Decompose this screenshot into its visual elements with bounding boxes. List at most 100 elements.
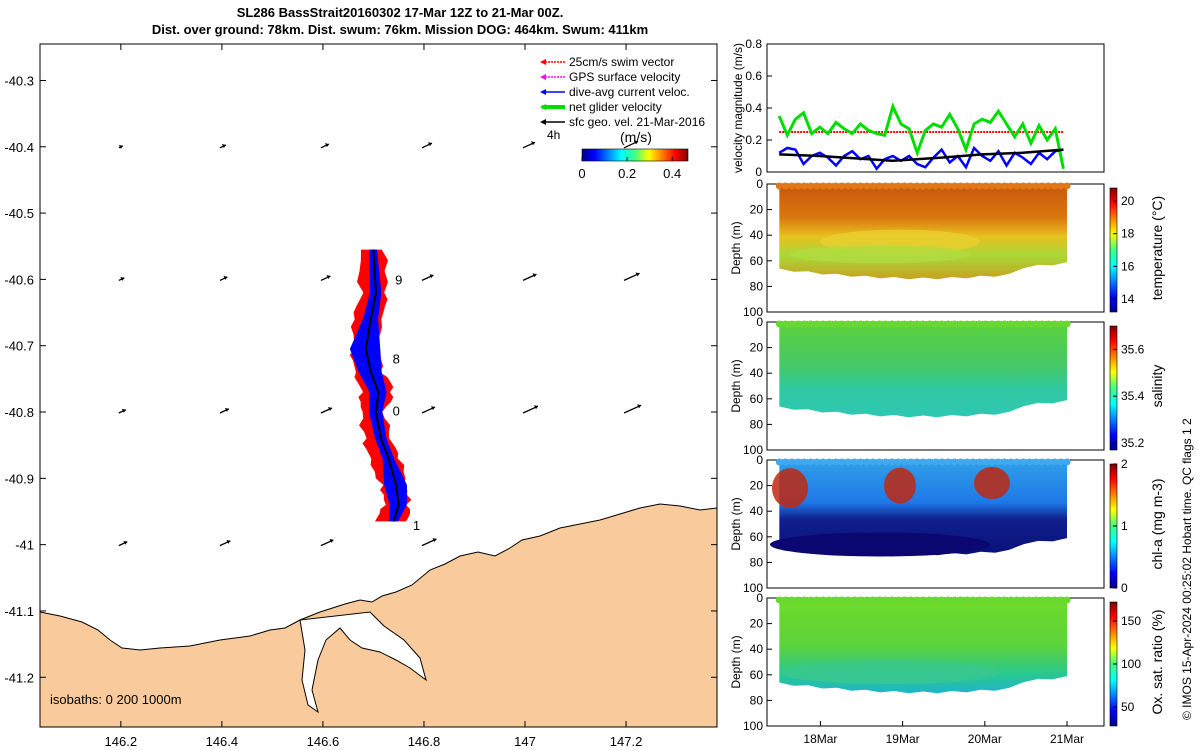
- section-surface-dot: [794, 596, 802, 604]
- section-surface-dot: [944, 596, 952, 604]
- surface-velocity-arrowhead: [532, 273, 537, 278]
- section-surface-dot: [944, 458, 952, 466]
- surface-velocity-arrowhead: [118, 144, 123, 149]
- section-surface-dot: [963, 458, 971, 466]
- section-surface-dot: [1019, 320, 1027, 328]
- section-surface-dot: [825, 458, 833, 466]
- velocity-y-axis-label: velocity magnitude (m/s): [731, 43, 745, 173]
- section-surface-dot: [1051, 596, 1059, 604]
- section-surface-dot: [1057, 458, 1065, 466]
- section-y-tick-label: 100: [743, 443, 763, 457]
- section-colorbar: [1109, 187, 1118, 313]
- section-surface-dot: [988, 320, 996, 328]
- map-x-tick-label: 146.4: [206, 734, 239, 749]
- section-surface-dot: [988, 458, 996, 466]
- section-surface-dot: [1007, 320, 1015, 328]
- surface-velocity-arrowhead: [430, 406, 435, 411]
- isobaths-label: isobaths: 0 200 1000m: [50, 692, 182, 707]
- section-surface-dot: [888, 596, 896, 604]
- chl-max-patch: [772, 468, 808, 509]
- map-y-tick-label: -40.7: [4, 339, 34, 354]
- section-surface-dot: [988, 182, 996, 190]
- section-surface-dot: [925, 596, 933, 604]
- section-surface-dot: [882, 458, 890, 466]
- section-colorbar-tick-label: 14: [1121, 292, 1135, 306]
- section-y-axis-label: Depth (m): [729, 221, 743, 274]
- section-surface-dot: [963, 596, 971, 604]
- section-panel: 0 20 40 60 80 100 Depth (m) 0 1 2 chl-a (mg m-3): [729, 453, 1165, 595]
- section-panel: 0 20 40 60 80 100 Depth (m) 14 16 18 20 temperature…: [729, 177, 1165, 319]
- legend-label: GPS surface velocity: [569, 70, 680, 84]
- section-surface-dot: [1013, 458, 1021, 466]
- section-surface-dot: [938, 182, 946, 190]
- section-surface-dot: [1025, 458, 1033, 466]
- section-surface-dot: [1019, 458, 1027, 466]
- colorbar-gradient: [581, 148, 689, 162]
- section-surface-dot: [1032, 320, 1040, 328]
- surface-velocity-arrowhead: [120, 276, 125, 281]
- legend-arrowhead: [540, 59, 546, 65]
- section-surface-dot: [807, 458, 815, 466]
- section-surface-dot: [1032, 458, 1040, 466]
- speed-colorbar: 4h (m/s) 0 0.2 0.4: [547, 128, 689, 181]
- section-surface-dot: [969, 182, 977, 190]
- section-surface-dot: [982, 320, 990, 328]
- section-surface-dot: [875, 182, 883, 190]
- section-surface-dot: [907, 320, 915, 328]
- section-surface-dot: [1063, 458, 1071, 466]
- figure-title: SL286 BassStrait20160302 17-Mar 12Z to 2…: [0, 4, 800, 38]
- section-x-tick-label: 18Mar: [803, 732, 837, 746]
- surface-velocity-arrowhead: [531, 141, 536, 146]
- section-surface-dot: [950, 182, 958, 190]
- section-colorbar-tick-label: 16: [1121, 259, 1135, 273]
- section-surface-dot: [913, 458, 921, 466]
- section-surface-dot: [1032, 596, 1040, 604]
- section-surface-dot: [832, 458, 840, 466]
- section-surface-dot: [819, 320, 827, 328]
- map-y-axis: -40.3 -40.4 -40.5 -40.6 -40.7 -40.8 -40.9 -41 -4…: [4, 73, 717, 685]
- section-feature: [790, 245, 970, 264]
- section-surface-dot: [982, 458, 990, 466]
- legend-label: 25cm/s swim vector: [569, 55, 674, 69]
- map-y-tick-label: -41.2: [4, 670, 34, 685]
- section-colorbar-label: salinity: [1149, 365, 1165, 408]
- section-surface-dot: [875, 458, 883, 466]
- surface-velocity-arrowhead: [432, 538, 437, 543]
- section-surface-dot: [950, 320, 958, 328]
- section-surface-dot: [1051, 320, 1059, 328]
- section-surface-dot: [775, 596, 783, 604]
- section-y-tick-label: 100: [743, 581, 763, 595]
- section-surface-dot: [1044, 596, 1052, 604]
- velocity-y-tick-label: 0.6: [745, 69, 762, 83]
- section-surface-dot: [863, 182, 871, 190]
- section-surface-dot: [907, 458, 915, 466]
- section-surface-dot: [857, 182, 865, 190]
- legend-arrowhead: [540, 74, 546, 80]
- section-surface-dot: [957, 320, 965, 328]
- section-surface-dot: [969, 596, 977, 604]
- section-panel: 0 20 40 60 80 100 Depth (m) 50 100 150 Ox. sat. ra…: [729, 591, 1165, 733]
- section-surface-dot: [975, 320, 983, 328]
- section-surface-dot: [1038, 320, 1046, 328]
- section-surface-dot: [838, 320, 846, 328]
- map-panel: isobaths: 0 200 1000m -40.3-40.4-40.5-40…: [4, 43, 718, 749]
- section-surface-dot: [869, 320, 877, 328]
- section-surface-dot: [782, 458, 790, 466]
- section-surface-dot: [863, 320, 871, 328]
- section-surface-dot: [982, 596, 990, 604]
- surface-velocity-vectors: [118, 140, 642, 547]
- section-surface-dot: [925, 182, 933, 190]
- section-surface-dot: [913, 596, 921, 604]
- section-surface-dot: [1025, 182, 1033, 190]
- section-surface-dot: [825, 596, 833, 604]
- title-line-1: SL286 BassStrait20160302 17-Mar 12Z to 2…: [236, 5, 564, 20]
- section-y-tick-label: 40: [750, 504, 764, 518]
- section-surface-dot: [950, 458, 958, 466]
- section-surface-dot: [825, 182, 833, 190]
- section-surface-dot: [807, 596, 815, 604]
- section-surface-dot: [807, 182, 815, 190]
- section-colorbar-tick-label: 150: [1121, 614, 1141, 628]
- section-surface-dot: [869, 596, 877, 604]
- section-surface-dot: [800, 320, 808, 328]
- surface-velocity-arrowhead: [221, 143, 226, 148]
